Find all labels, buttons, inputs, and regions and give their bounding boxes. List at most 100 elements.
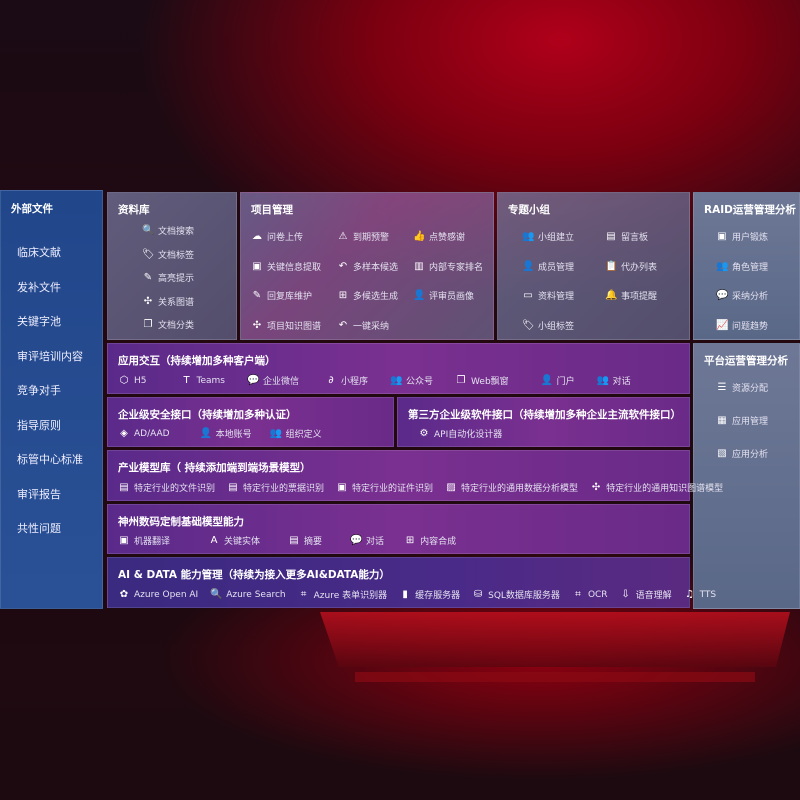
- item-tag[interactable]: 🏷 文档标签: [142, 248, 194, 261]
- item-form-recognizer[interactable]: ⌗ Azure 表单识别器: [298, 588, 387, 601]
- item-tag[interactable]: 🏷 小组标签: [522, 319, 574, 332]
- item-miniprogram[interactable]: ∂ 小程序: [325, 374, 368, 387]
- library-panel: 资料库 🔍 文档搜索 🏷 文档标签 ✎ 高亮提示 ✣ 关系图谱 ❐ 文档分类: [107, 192, 237, 340]
- item-graph[interactable]: ✣ 特定行业的通用知识图谱模型: [590, 481, 723, 494]
- item-id-card[interactable]: ▣ 用户锻炼: [716, 230, 768, 243]
- item-summary[interactable]: ▤ 摘要: [288, 534, 322, 547]
- bbs-icon: ▤: [606, 231, 616, 242]
- item-ad[interactable]: ◈ AD/AAD: [118, 427, 169, 440]
- item-apps[interactable]: ▦ 应用管理: [716, 414, 768, 427]
- item-label: 关键实体: [224, 537, 261, 547]
- item-ranking[interactable]: ▥ 内部专家排名: [413, 260, 483, 273]
- item-label: 采纳分析: [732, 292, 769, 302]
- item-reply[interactable]: ↶ 一键采纳: [337, 319, 389, 332]
- item-openai[interactable]: ✿ Azure Open AI: [118, 588, 198, 601]
- security-panel: 企业级安全接口（持续增加多种认证） ◈ AD/AAD 👤 本地账号 👥 组织定义: [107, 397, 394, 447]
- item-puzzle[interactable]: ⊞ 多候选生成: [337, 289, 398, 302]
- sidebar-item[interactable]: 关键字池: [17, 315, 61, 328]
- item-cache-server[interactable]: ▮ 缓存服务器: [399, 588, 460, 601]
- item-wechat[interactable]: 💬 企业微信: [247, 374, 299, 387]
- item-thumbs-up[interactable]: 👍 点赞感谢: [413, 230, 465, 243]
- item-chart[interactable]: ▨ 特定行业的通用数据分析模型: [445, 481, 578, 494]
- extract-icon: ▣: [252, 260, 262, 272]
- item-label: 关系图谱: [158, 297, 195, 308]
- reply-icon: ↶: [338, 260, 348, 272]
- item-window[interactable]: ❐ Web飘窗: [455, 374, 509, 387]
- tag-icon: 🏷: [142, 248, 155, 260]
- item-graph[interactable]: ✣ 项目知识图谱: [251, 319, 321, 332]
- item-add-member[interactable]: 👤 成员管理: [522, 260, 574, 273]
- item-local-account[interactable]: 👤 本地账号: [200, 427, 252, 440]
- item-sql[interactable]: ⛁ SQL数据库服务器: [472, 588, 560, 601]
- item-gear[interactable]: ⚙ API自动化设计器: [418, 427, 503, 440]
- item-bbs[interactable]: ▤ 留言板: [605, 230, 648, 243]
- item-teams[interactable]: T Teams: [181, 374, 225, 387]
- item-receipt[interactable]: ▤ 特定行业的票据识别: [227, 481, 324, 494]
- id-card-icon: ▣: [717, 231, 727, 242]
- translate-icon: ▣: [119, 535, 129, 546]
- item-id-card[interactable]: ▣ 特定行业的证件识别: [336, 481, 433, 494]
- item-tts[interactable]: ♫ TTS: [684, 588, 716, 601]
- tag-icon: 🏷: [522, 319, 535, 331]
- item-label: 关键信息提取: [267, 262, 322, 273]
- item-html5[interactable]: ⬡ H5: [118, 374, 147, 387]
- item-entity[interactable]: A 关键实体: [208, 534, 260, 547]
- ai-data-panel: AI & DATA 能力管理（持续为接入更多AI&DATA能力） ✿ Azure O…: [107, 557, 716, 608]
- item-documents[interactable]: ❐ 文档分类: [142, 318, 195, 331]
- item-folder[interactable]: ▭ 资料管理: [522, 289, 574, 302]
- item-extract[interactable]: ▣ 关键信息提取: [251, 260, 321, 273]
- item-edit[interactable]: ✎ 回复库维护: [251, 289, 312, 302]
- item-label: 缓存服务器: [415, 591, 461, 601]
- entity-icon: A: [210, 535, 218, 546]
- sidebar-item[interactable]: 标管中心标准: [17, 453, 83, 466]
- item-users[interactable]: 👥 公众号: [390, 374, 433, 387]
- item-label: 特定行业的证件识别: [352, 484, 434, 494]
- platform-panel: 平台运营管理分析 ☰ 资源分配 ▦ 应用管理 ▧ 应用分析: [693, 343, 800, 609]
- item-alarm[interactable]: ⚠ 到期预警: [337, 230, 390, 243]
- item-cloud-upload[interactable]: ☁ 问卷上传: [251, 230, 303, 243]
- item-speech[interactable]: ⇩ 语音理解: [620, 588, 671, 601]
- item-ocr[interactable]: ⌗ OCR: [572, 588, 607, 601]
- sidebar-item[interactable]: 共性问题: [17, 522, 61, 535]
- org-icon: 👥: [269, 428, 283, 439]
- sidebar-item[interactable]: 指导原则: [17, 418, 61, 432]
- item-label: 留言板: [621, 233, 649, 243]
- item-search[interactable]: 🔍 Azure Search: [210, 588, 285, 601]
- sidebar-item[interactable]: 竞争对手: [17, 384, 61, 397]
- item-org[interactable]: 👥 组织定义: [270, 427, 322, 440]
- item-analysis[interactable]: ▧ 应用分析: [716, 447, 768, 460]
- miniprogram-icon: ∂: [328, 375, 334, 386]
- item-document-search[interactable]: 🔍 文档搜索: [142, 224, 194, 237]
- item-label: 高亮提示: [158, 274, 195, 284]
- sidebar-item[interactable]: 审评培训内容: [17, 349, 83, 363]
- item-graph[interactable]: ✣ 关系图谱: [142, 295, 194, 308]
- item-label: 评审员画像: [429, 292, 475, 302]
- item-person[interactable]: 👤 评审员画像: [413, 289, 474, 302]
- summary-icon: ▤: [289, 535, 299, 546]
- item-reply[interactable]: ↶ 多样本候选: [337, 260, 398, 273]
- item-file[interactable]: ▤ 特定行业的文件识别: [118, 481, 215, 494]
- item-trend[interactable]: 📈 问题趋势: [716, 319, 768, 332]
- item-chat-bubble[interactable]: 💬 对话: [350, 534, 384, 547]
- item-qa[interactable]: 💬 采纳分析: [716, 289, 768, 302]
- analysis-icon: ▧: [717, 448, 727, 459]
- sidebar-item[interactable]: 发补文件: [17, 280, 61, 294]
- item-group[interactable]: 👥 小组建立: [522, 230, 574, 243]
- item-bell[interactable]: 🔔 事项提醒: [605, 289, 657, 302]
- item-chat[interactable]: 👥 对话: [597, 374, 631, 387]
- item-users[interactable]: 👥 角色管理: [716, 260, 768, 273]
- pen-icon: ✎: [143, 272, 153, 283]
- sidebar-item[interactable]: 审评报告: [17, 487, 61, 501]
- app-panel: 应用交互（持续增加多种客户端） ⬡ H5 T Teams 💬 企业微信 ∂ 小程序 👥 公众号 ❐ We…: [107, 343, 690, 394]
- item-portal[interactable]: 👤 门户: [541, 374, 575, 387]
- item-label: 多候选生成: [353, 292, 399, 302]
- item-compose[interactable]: ⊞ 内容合成: [404, 534, 456, 547]
- item-clipboard[interactable]: 📋 代办列表: [605, 260, 657, 273]
- item-translate[interactable]: ▣ 机器翻译: [118, 534, 170, 547]
- item-label: 特定行业的通用知识图谱模型: [606, 484, 724, 494]
- item-list[interactable]: ☰ 资源分配: [716, 381, 769, 394]
- window-icon: ❐: [456, 375, 466, 386]
- item-pen[interactable]: ✎ 高亮提示: [142, 271, 194, 284]
- panel-title: RAID运营管理分析: [704, 204, 796, 216]
- sidebar-item[interactable]: 临床文献: [17, 246, 61, 259]
